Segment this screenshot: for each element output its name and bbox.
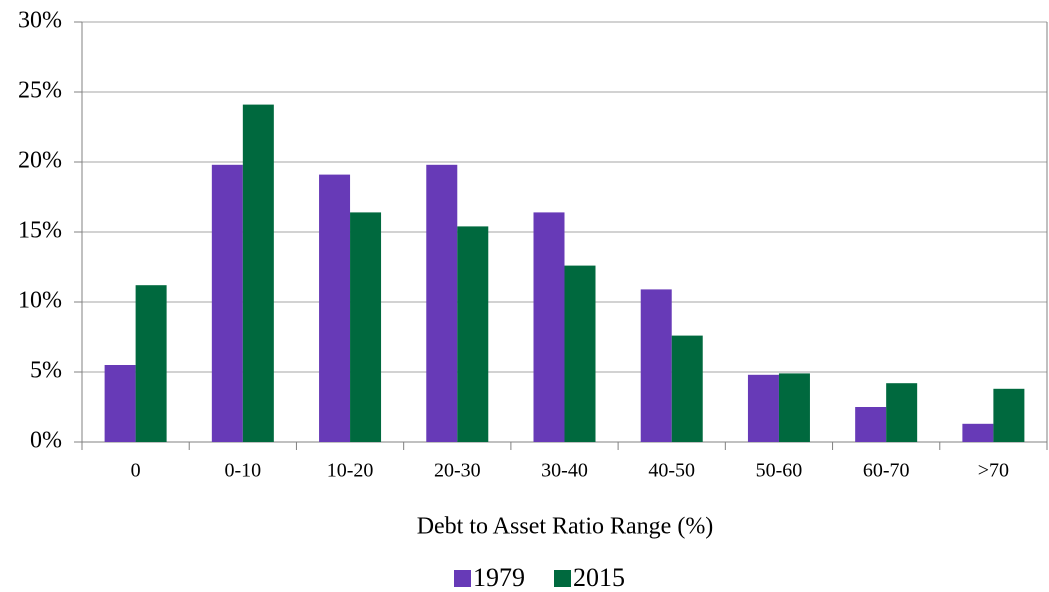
y-tick-label: 5% xyxy=(30,358,62,384)
bar xyxy=(886,383,918,442)
x-tick-label: 60-70 xyxy=(863,460,910,482)
x-tick-label: 50-60 xyxy=(756,460,803,482)
x-tick-label: 30-40 xyxy=(541,460,588,482)
legend-swatch xyxy=(454,570,471,587)
x-tick-label: 0 xyxy=(131,460,141,482)
y-tick-label: 20% xyxy=(18,148,62,174)
y-tick-label: 0% xyxy=(30,428,62,454)
y-tick-label: 25% xyxy=(18,78,62,104)
x-tick-label: >70 xyxy=(978,460,1009,482)
y-tick-label: 10% xyxy=(18,288,62,314)
bar xyxy=(135,285,167,442)
bar xyxy=(640,289,672,442)
bar xyxy=(457,226,489,442)
bar xyxy=(533,212,565,442)
bar xyxy=(242,104,274,442)
bar xyxy=(350,212,382,442)
bar xyxy=(211,164,243,443)
bar xyxy=(319,174,351,442)
x-tick-label: 40-50 xyxy=(648,460,695,482)
bar xyxy=(104,365,136,442)
x-tick-label: 10-20 xyxy=(327,460,374,482)
legend-label: 1979 xyxy=(473,563,525,592)
bar xyxy=(747,374,779,442)
bar xyxy=(993,388,1025,442)
y-tick-label: 30% xyxy=(18,8,62,34)
bar xyxy=(671,335,703,442)
x-tick-label: 0-10 xyxy=(224,460,261,482)
bar xyxy=(855,407,887,442)
bar xyxy=(962,423,994,442)
y-tick-label: 15% xyxy=(18,218,62,244)
legend-label: 2015 xyxy=(573,563,625,592)
bar xyxy=(564,265,596,442)
x-tick-label: 20-30 xyxy=(434,460,481,482)
x-axis-title: Debt to Asset Ratio Range (%) xyxy=(417,514,714,540)
bar xyxy=(778,373,810,442)
legend-swatch xyxy=(554,570,571,587)
bar xyxy=(426,164,458,443)
